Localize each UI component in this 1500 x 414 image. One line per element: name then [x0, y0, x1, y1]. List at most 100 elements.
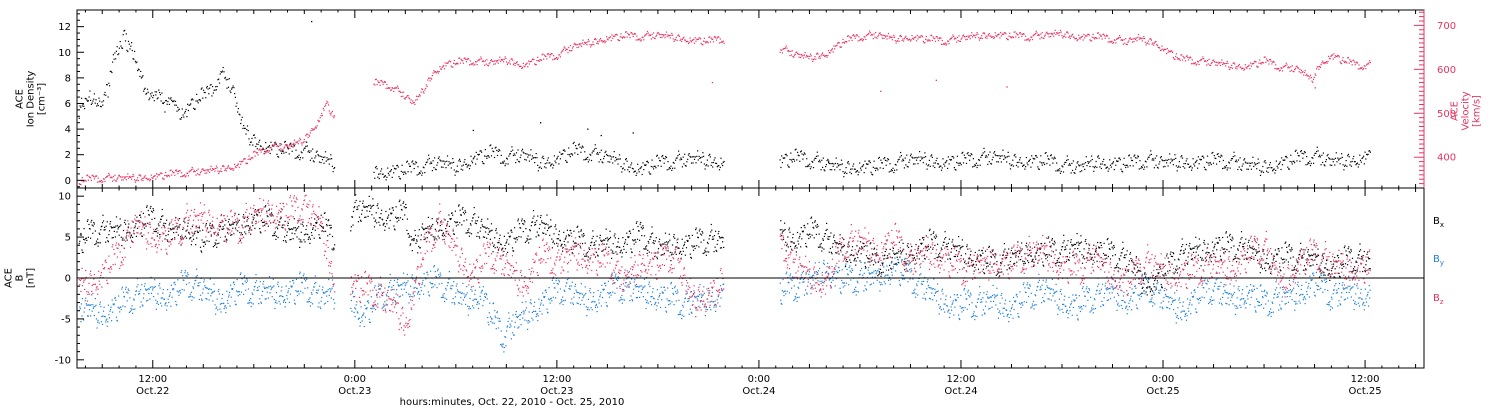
velocity-point: [1011, 36, 1013, 38]
by-point: [115, 316, 118, 318]
ion-density-point: [179, 118, 181, 120]
ion-density-point: [255, 145, 257, 148]
ion-density-point: [524, 158, 526, 161]
ion-density-point: [1043, 162, 1045, 164]
by-point: [214, 304, 216, 306]
velocity-point: [1293, 71, 1295, 73]
ion-density-point: [409, 165, 411, 167]
velocity-point: [454, 63, 456, 65]
ion-density-point: [446, 155, 449, 157]
by-point: [864, 285, 866, 287]
ion-density-point: [717, 165, 719, 167]
by-point: [90, 304, 92, 306]
by-point: [1113, 287, 1115, 289]
ion-density-point: [817, 155, 819, 157]
ion-density-point: [861, 166, 863, 168]
by-point: [541, 299, 543, 301]
ion-density-point: [1131, 159, 1134, 162]
ion-density-point: [193, 108, 196, 110]
velocity-point: [1078, 34, 1080, 36]
velocity-point: [90, 179, 92, 181]
by-point: [789, 275, 791, 277]
ion-density-point: [441, 160, 443, 162]
by-point: [622, 299, 624, 301]
velocity-point: [948, 43, 950, 45]
by-point: [318, 302, 320, 304]
by-point: [88, 304, 90, 306]
velocity-point: [1266, 60, 1268, 62]
velocity-point: [278, 149, 280, 151]
ion-density-point: [1309, 160, 1311, 162]
by-point: [808, 273, 810, 275]
ion-density-point: [909, 159, 911, 161]
by-point: [514, 326, 516, 328]
ion-density-point: [977, 164, 979, 166]
by-point: [1006, 315, 1008, 317]
by-point: [205, 287, 207, 289]
ion-density-point: [1193, 163, 1195, 165]
velocity-point: [1059, 29, 1062, 31]
by-point: [519, 318, 521, 321]
by-point: [994, 297, 996, 299]
ion-density-point: [1103, 164, 1105, 166]
ion-density-point: [981, 154, 983, 156]
velocity-point: [1313, 76, 1315, 78]
ion-density-point: [260, 145, 262, 147]
by-point: [893, 263, 895, 265]
velocity-point: [894, 36, 896, 38]
velocity-point: [1066, 31, 1068, 33]
velocity-point: [845, 40, 847, 43]
ion-density-point: [1350, 161, 1352, 163]
velocity-point: [696, 38, 698, 40]
velocity-point: [456, 62, 458, 64]
velocity-point: [937, 37, 939, 39]
velocity-point: [224, 169, 226, 171]
velocity-point: [537, 56, 539, 58]
ion-density-point: [643, 169, 645, 171]
by-point: [106, 325, 108, 327]
velocity-point: [910, 39, 912, 41]
velocity-point: [1228, 66, 1230, 68]
ion-density-point: [860, 169, 862, 171]
velocity-point: [502, 59, 504, 61]
velocity-point: [414, 103, 416, 105]
by-point: [289, 281, 291, 283]
ion-density-point: [519, 156, 521, 159]
ion-density-point: [401, 164, 403, 166]
velocity-point: [1369, 60, 1371, 62]
ion-density-point: [274, 142, 277, 144]
ion-density-point: [1275, 160, 1277, 162]
velocity-point: [240, 163, 242, 165]
velocity-point: [1353, 59, 1355, 61]
velocity-point: [644, 34, 646, 36]
ion-density-point: [887, 158, 889, 160]
velocity-point: [243, 158, 245, 160]
velocity-point: [867, 33, 869, 35]
by-point: [455, 292, 457, 294]
ion-density-point: [522, 151, 524, 153]
velocity-point: [610, 40, 612, 42]
ion-density-point: [1015, 156, 1017, 158]
velocity-point: [1135, 37, 1137, 39]
velocity-point: [928, 39, 930, 41]
by-point: [851, 269, 854, 271]
ion-density-point: [331, 165, 333, 167]
ion-density-point: [483, 163, 485, 165]
ion-density-point: [1338, 158, 1340, 160]
ion-density-point: [444, 161, 446, 163]
ion-density-point: [182, 114, 184, 116]
by-point: [618, 278, 620, 280]
by-point: [378, 283, 380, 285]
by-point: [639, 296, 641, 298]
velocity-point: [987, 34, 990, 36]
velocity-point: [862, 39, 865, 41]
velocity-point: [112, 176, 114, 178]
velocity-point: [408, 97, 410, 99]
ion-density-point: [971, 154, 973, 156]
ion-density-point: [88, 96, 90, 98]
velocity-point: [432, 72, 434, 74]
ion-density-point: [965, 157, 967, 159]
by-point: [840, 291, 842, 293]
by-point: [451, 288, 453, 290]
by-point: [827, 262, 829, 264]
